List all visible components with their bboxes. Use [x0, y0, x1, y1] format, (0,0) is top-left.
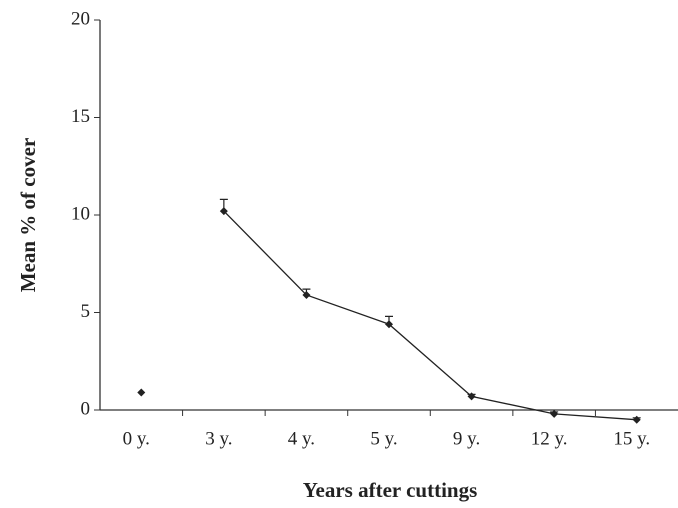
x-tick-label: 15 y. — [613, 428, 650, 449]
y-tick-label: 0 — [81, 398, 91, 419]
x-tick-label: 3 y. — [205, 428, 232, 449]
y-tick-label: 5 — [81, 301, 91, 322]
marker — [302, 290, 311, 299]
marker — [632, 415, 641, 424]
marker — [385, 320, 393, 329]
line — [223, 210, 637, 421]
marker — [219, 207, 228, 216]
x-tick-label: 5 y. — [370, 428, 397, 449]
y-tick-label: 10 — [71, 203, 90, 224]
x-axis-label: Years after cuttings — [303, 478, 478, 502]
y-tick-label: 20 — [71, 8, 90, 29]
x-tick-label: 12 y. — [531, 428, 568, 449]
x-tick-label: 9 y. — [453, 428, 480, 449]
y-axis-label: Mean % of cover — [16, 138, 40, 293]
x-tick-label: 0 y. — [123, 428, 150, 449]
marker — [137, 388, 146, 397]
y-tick-label: 15 — [71, 106, 90, 127]
marker — [550, 409, 559, 418]
x-tick-label: 4 y. — [288, 428, 315, 449]
marker — [467, 392, 476, 401]
